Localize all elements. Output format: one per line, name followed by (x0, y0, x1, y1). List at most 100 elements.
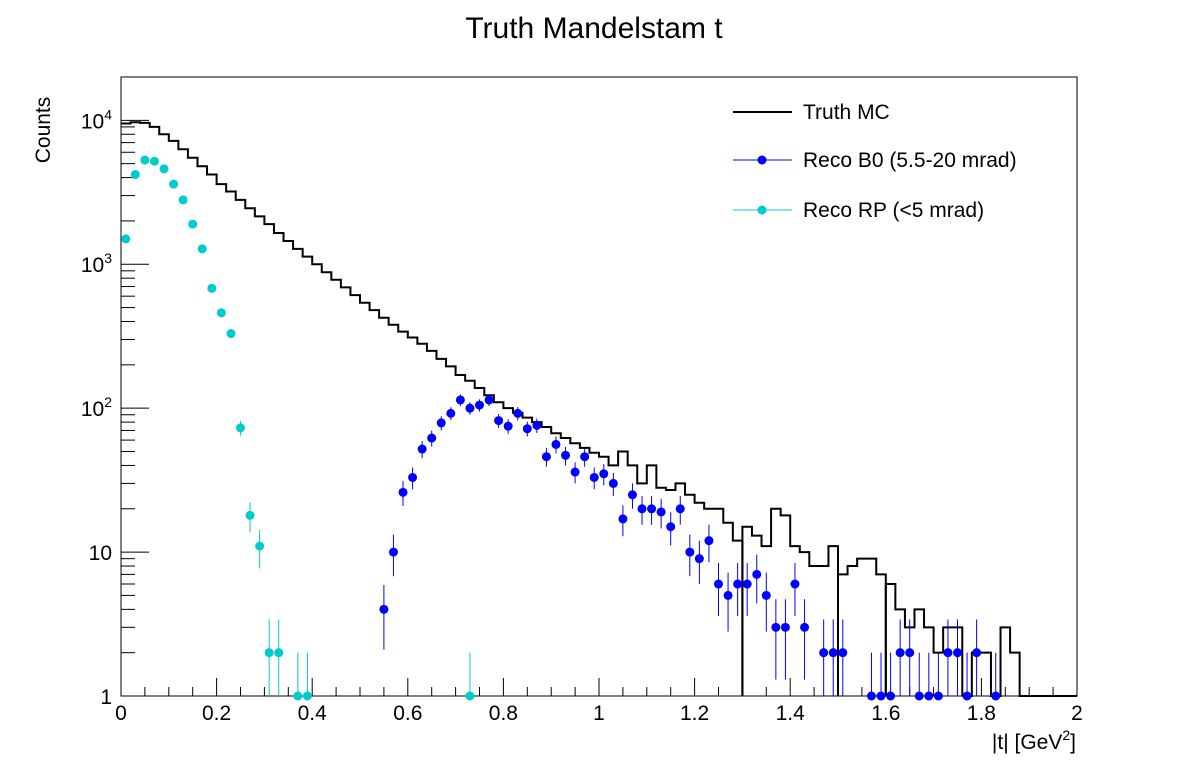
legend-rp-marker (757, 205, 767, 215)
reco-b0-point (379, 604, 389, 614)
reco-rp-point (255, 541, 265, 551)
reco-b0-point (905, 648, 915, 658)
reco-b0-point (866, 691, 876, 701)
reco-rp-point (465, 691, 475, 701)
reco-rp-point (226, 329, 236, 339)
reco-b0-point (408, 472, 418, 482)
reco-b0-point (465, 403, 475, 413)
reco-rp-point (149, 156, 159, 166)
reco-b0-point (647, 504, 657, 514)
reco-b0-point (694, 554, 704, 564)
x-axis-label: |t| [GeV2] (992, 727, 1076, 754)
reco-b0-point (494, 416, 504, 426)
x-tick-label: 1.6 (871, 702, 900, 725)
reco-rp-point (169, 179, 179, 189)
reco-b0-point (828, 648, 838, 658)
reco-rp-point (293, 691, 303, 701)
reco-rp-point (178, 195, 188, 205)
truth-mc-histogram (121, 121, 744, 696)
reco-b0-point (742, 579, 752, 589)
reco-rp-point (302, 691, 312, 701)
reco-b0-point (790, 579, 800, 589)
reco-b0-point (455, 395, 465, 405)
chart-title: Truth Mandelstam t (465, 12, 723, 45)
reco-rp-point (274, 648, 284, 658)
reco-b0-point (771, 622, 781, 632)
reco-rp-point (264, 648, 274, 658)
reco-b0-point (503, 421, 513, 431)
reco-rp-point (197, 244, 207, 254)
reco-b0-point (398, 487, 408, 497)
reco-rp-point (140, 155, 150, 165)
reco-b0-point (723, 590, 733, 600)
reco-rp-point (121, 234, 131, 244)
reco-b0-point (733, 579, 743, 589)
x-axis-label-suffix: ] (1070, 731, 1076, 754)
x-tick-label: 0.8 (489, 702, 518, 725)
reco-b0-point (570, 467, 580, 477)
reco-b0-point (627, 490, 637, 500)
reco-rp-point (236, 423, 245, 433)
x-tick-label: 0.2 (202, 702, 231, 725)
reco-b0-point (589, 472, 599, 482)
x-tick-labels: 0 0.2 0.4 0.6 0.8 1 1.2 1.4 1.6 1.8 2 (115, 702, 1083, 725)
reco-b0-point (532, 420, 542, 430)
x-tick-label: 1.4 (776, 702, 806, 725)
x-tick-label: 1.2 (680, 702, 709, 725)
legend: Truth MC Reco B0 (5.5-20 mrad) Reco RP (… (717, 87, 1055, 233)
truth-mc-histogram (884, 583, 964, 696)
legend-truth-label: Truth MC (803, 101, 890, 124)
reco-b0-point (714, 579, 723, 589)
x-tick-label: 0.6 (393, 702, 422, 725)
reco-b0-point (914, 691, 924, 701)
reco-b0-point (924, 691, 934, 701)
x-axis-label-main: |t| [GeV (992, 731, 1062, 754)
y-axis-label: Counts (32, 97, 55, 164)
reco-b0-point (580, 452, 590, 462)
reco-b0-point (819, 648, 829, 658)
reco-b0-point (484, 395, 494, 405)
reco-b0-point (475, 400, 484, 410)
reco-b0-point (962, 691, 972, 701)
reco-b0-point (943, 648, 953, 658)
reco-b0-point (780, 622, 790, 632)
reco-b0-point (388, 547, 398, 557)
series-layer (121, 121, 1077, 701)
reco-b0-point (761, 590, 771, 600)
y-tick-labels: 1 10 102 103 104 (81, 106, 112, 709)
reco-b0-point (541, 452, 551, 462)
reco-b0-point (675, 504, 685, 514)
x-tick-label: 1 (593, 702, 605, 725)
reco-b0-point (953, 648, 962, 658)
x-tick-label: 0 (115, 702, 127, 725)
reco-b0-point (427, 433, 437, 443)
reco-b0-point (551, 439, 561, 449)
reco-rp-point (245, 510, 255, 520)
x-tick-label: 2 (1071, 702, 1083, 725)
x-tick-label: 0.4 (298, 702, 328, 725)
reco-b0-point (685, 547, 695, 557)
legend-b0-marker (757, 155, 767, 165)
y-tick-label: 1 (100, 686, 112, 709)
reco-b0-point (991, 691, 1001, 701)
reco-rp-point (207, 283, 217, 293)
reco-b0-point (800, 622, 810, 632)
reco-b0-point (561, 450, 571, 460)
reco-b0-point (637, 504, 647, 514)
legend-b0-label: Reco B0 (5.5-20 mrad) (803, 149, 1017, 172)
x-tick-label: 1.8 (967, 702, 996, 725)
reco-b0-point (656, 507, 666, 517)
legend-rp-label: Reco RP (<5 mrad) (803, 199, 984, 222)
truth-mc-histogram (837, 557, 887, 696)
reco-rp-point (216, 308, 226, 318)
reco-b0-point (895, 648, 905, 658)
reco-rp-point (188, 219, 198, 229)
reco-rp-point (130, 170, 140, 180)
reco-b0-point (522, 424, 532, 434)
reco-b0-point (972, 648, 982, 658)
reco-b0-point (618, 514, 628, 524)
truth-mc-histogram (741, 507, 839, 696)
reco-b0-point (838, 648, 848, 658)
reco-rp-point (159, 164, 169, 174)
reco-b0-point (608, 478, 618, 488)
